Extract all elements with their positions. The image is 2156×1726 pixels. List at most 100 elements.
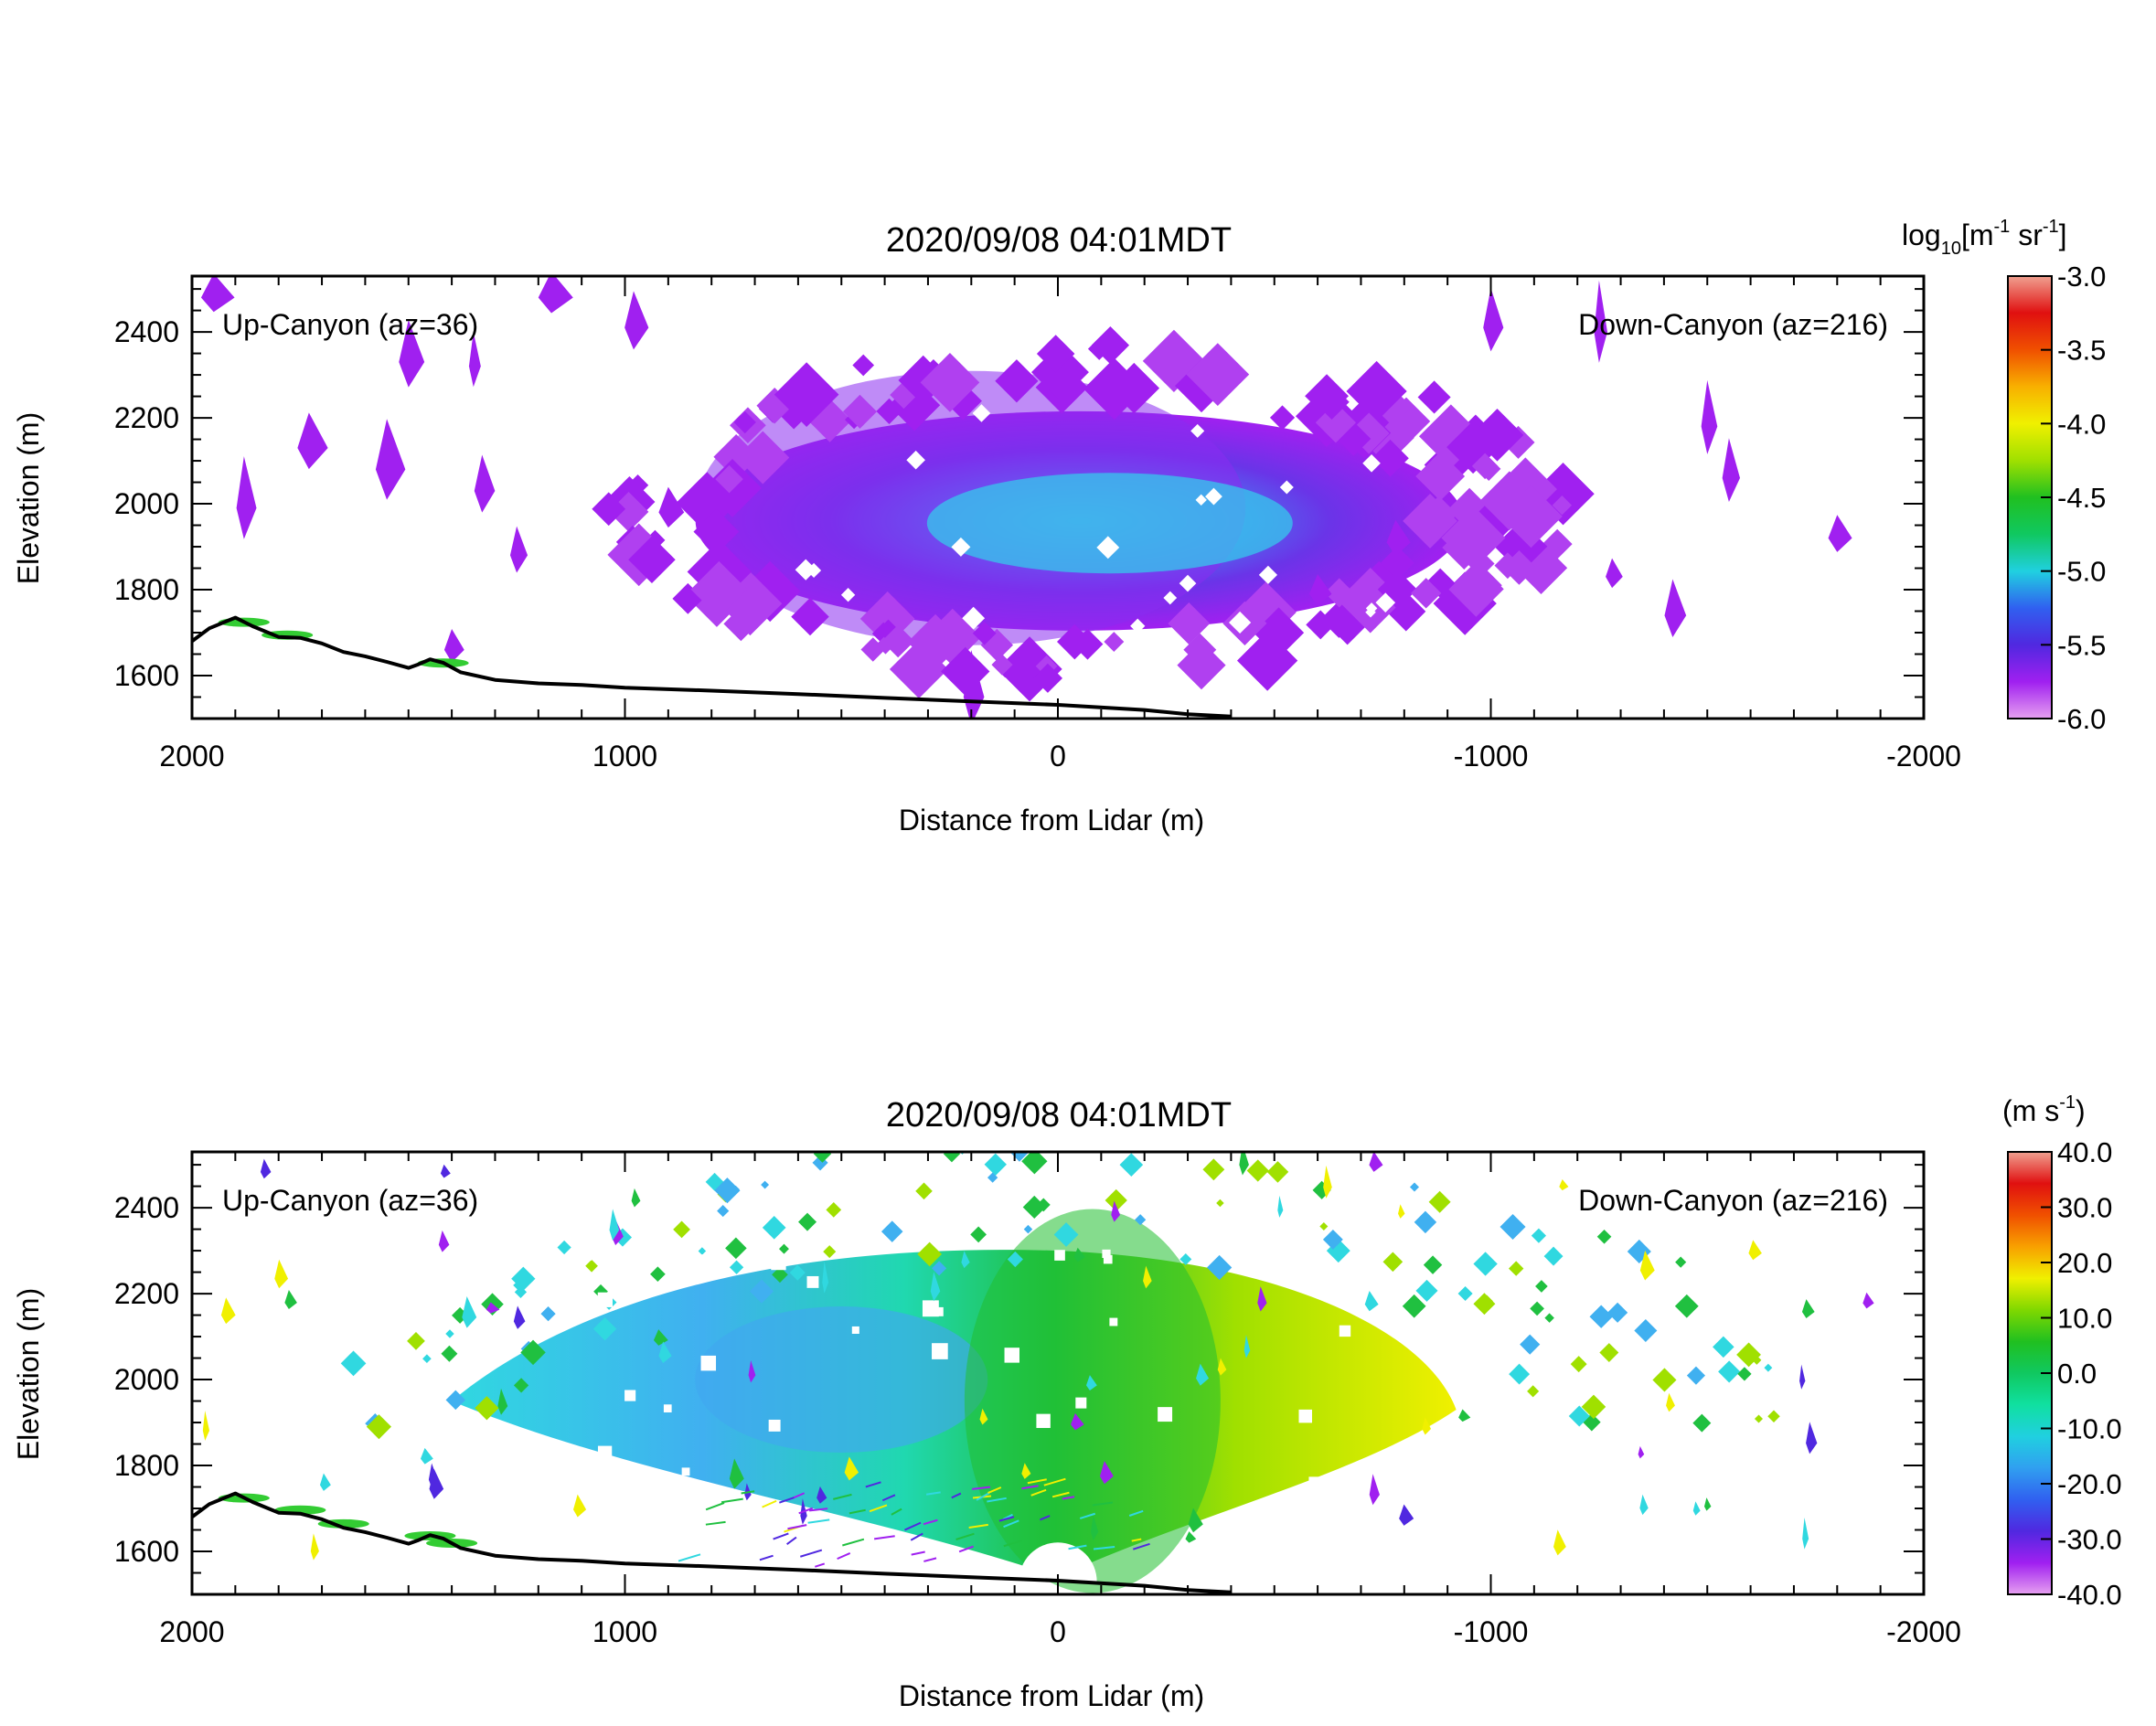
velocity-near-zero-core bbox=[964, 1209, 1221, 1593]
velocity-gap bbox=[771, 1254, 786, 1271]
backscatter-patch bbox=[672, 582, 704, 614]
backscatter-gap bbox=[1179, 574, 1197, 592]
y-tick-label: 2200 bbox=[114, 1277, 179, 1310]
velocity-speck bbox=[1415, 1279, 1438, 1302]
backscatter-patch bbox=[920, 353, 980, 412]
backscatter-patch bbox=[1372, 387, 1412, 426]
backscatter-gap bbox=[1130, 618, 1146, 634]
backscatter-patch bbox=[1327, 614, 1351, 638]
velocity-shard bbox=[310, 1533, 319, 1561]
velocity-speck bbox=[1428, 1190, 1451, 1213]
velocity-gap bbox=[768, 1419, 781, 1432]
backscatter-gap bbox=[1195, 494, 1207, 506]
colorbar-1-ticks: -3.0 -3.5 -4.0 -4.5 -5.0 -5.5 -6.0 bbox=[2041, 261, 2106, 735]
velocity-streak bbox=[1021, 1485, 1039, 1490]
colorbar-tick-label: 0.0 bbox=[2057, 1358, 2097, 1390]
backscatter-patch bbox=[1415, 452, 1466, 501]
backscatter-gap bbox=[1096, 536, 1120, 559]
y-tick-label: 2200 bbox=[114, 401, 179, 434]
x-tick-label: 2000 bbox=[159, 740, 224, 772]
backscatter-shard bbox=[399, 319, 425, 388]
velocity-shard bbox=[440, 1164, 451, 1178]
backscatter-patch bbox=[1087, 337, 1111, 360]
velocity-speck bbox=[813, 1152, 832, 1163]
x-tick-label: 0 bbox=[1050, 1615, 1066, 1648]
velocity-speck bbox=[1718, 1360, 1741, 1383]
velocity-shard bbox=[1111, 1200, 1121, 1222]
backscatter-patch bbox=[995, 359, 1039, 403]
velocity-gap bbox=[806, 1275, 819, 1288]
velocity-streak bbox=[833, 1493, 852, 1500]
upcanyon-annotation-1: Up-Canyon (az=36) bbox=[222, 308, 478, 341]
velocity-streak bbox=[849, 1508, 866, 1515]
backscatter-patch bbox=[1542, 528, 1573, 559]
panel-1-title: 2020/09/08 04:01MDT bbox=[886, 221, 1232, 260]
velocity-streak bbox=[1131, 1538, 1142, 1542]
velocity-speck bbox=[1713, 1336, 1734, 1358]
colorbar-tick-label: -6.0 bbox=[2057, 703, 2106, 735]
backscatter-patch bbox=[881, 624, 915, 658]
velocity-speck bbox=[1216, 1199, 1224, 1208]
velocity-gap bbox=[1339, 1325, 1351, 1337]
backscatter-shard bbox=[1386, 519, 1411, 557]
velocity-shard bbox=[1638, 1445, 1645, 1459]
velocity-speck bbox=[1402, 1294, 1426, 1318]
backscatter-patch bbox=[592, 492, 626, 527]
backscatter-gap bbox=[1258, 565, 1278, 584]
backscatter-shard bbox=[1606, 558, 1623, 589]
backscatter-patch bbox=[1410, 578, 1442, 609]
velocity-streak bbox=[705, 1520, 726, 1526]
x-axis-ticks-2: 2000 1000 0 -1000 -2000 bbox=[159, 1152, 1961, 1648]
backscatter-core bbox=[926, 473, 1293, 574]
velocity-shard bbox=[274, 1259, 289, 1289]
y-axis-label-1: Elevation (m) bbox=[12, 412, 45, 585]
velocity-speck bbox=[1409, 1182, 1420, 1192]
velocity-streak bbox=[678, 1553, 701, 1562]
velocity-shard bbox=[1559, 1179, 1569, 1191]
colorbar-tick-label: -20.0 bbox=[2057, 1468, 2122, 1500]
velocity-speck bbox=[761, 1180, 770, 1189]
backscatter-patch bbox=[1425, 568, 1456, 598]
velocity-speck bbox=[1105, 1188, 1127, 1212]
velocity-speck bbox=[1206, 1254, 1233, 1281]
backscatter-shard bbox=[468, 332, 481, 388]
velocity-speck bbox=[717, 1204, 730, 1218]
velocity-speck bbox=[826, 1202, 842, 1218]
velocity-speck bbox=[1202, 1158, 1225, 1181]
velocity-streak bbox=[972, 1486, 991, 1490]
velocity-streak bbox=[1068, 1544, 1087, 1550]
velocity-shard bbox=[1802, 1518, 1809, 1550]
velocity-streak bbox=[865, 1481, 881, 1488]
velocity-speck bbox=[1544, 1313, 1554, 1323]
velocity-shard bbox=[1862, 1292, 1874, 1309]
backscatter-patch bbox=[736, 431, 790, 485]
velocity-streak bbox=[1043, 1477, 1066, 1486]
y-tick-label: 1800 bbox=[114, 573, 179, 606]
velocity-shard bbox=[822, 1261, 829, 1294]
velocity-shard bbox=[748, 1360, 756, 1383]
terrain-line bbox=[190, 1491, 1232, 1594]
colorbar-tick-label: -4.5 bbox=[2057, 482, 2106, 514]
downcanyon-annotation-2: Down-Canyon (az=216) bbox=[1578, 1184, 1888, 1217]
colorbar-tick-label: -4.0 bbox=[2057, 408, 2106, 440]
velocity-streak bbox=[911, 1550, 925, 1556]
velocity-shard bbox=[220, 1297, 236, 1325]
velocity-speck bbox=[1023, 1224, 1033, 1234]
velocity-streak bbox=[987, 1486, 1002, 1494]
velocity-streak bbox=[808, 1508, 828, 1512]
backscatter-patch bbox=[1500, 485, 1563, 549]
velocity-speck bbox=[1246, 1159, 1269, 1182]
x-tick-label: -2000 bbox=[1886, 1615, 1961, 1648]
velocity-gap bbox=[1298, 1409, 1313, 1423]
velocity-shard bbox=[420, 1447, 433, 1465]
velocity-speck bbox=[798, 1212, 817, 1231]
velocity-streak bbox=[798, 1507, 814, 1515]
backscatter-shard bbox=[200, 276, 235, 313]
colorbar-2-title: (m s-1) bbox=[2002, 1092, 2086, 1127]
velocity-gap bbox=[597, 1445, 613, 1460]
backscatter-shard bbox=[1701, 379, 1718, 454]
velocity-shard bbox=[202, 1411, 210, 1441]
velocity-gap bbox=[1054, 1250, 1065, 1261]
backscatter-patch bbox=[1314, 384, 1350, 420]
velocity-speck bbox=[1767, 1410, 1780, 1423]
